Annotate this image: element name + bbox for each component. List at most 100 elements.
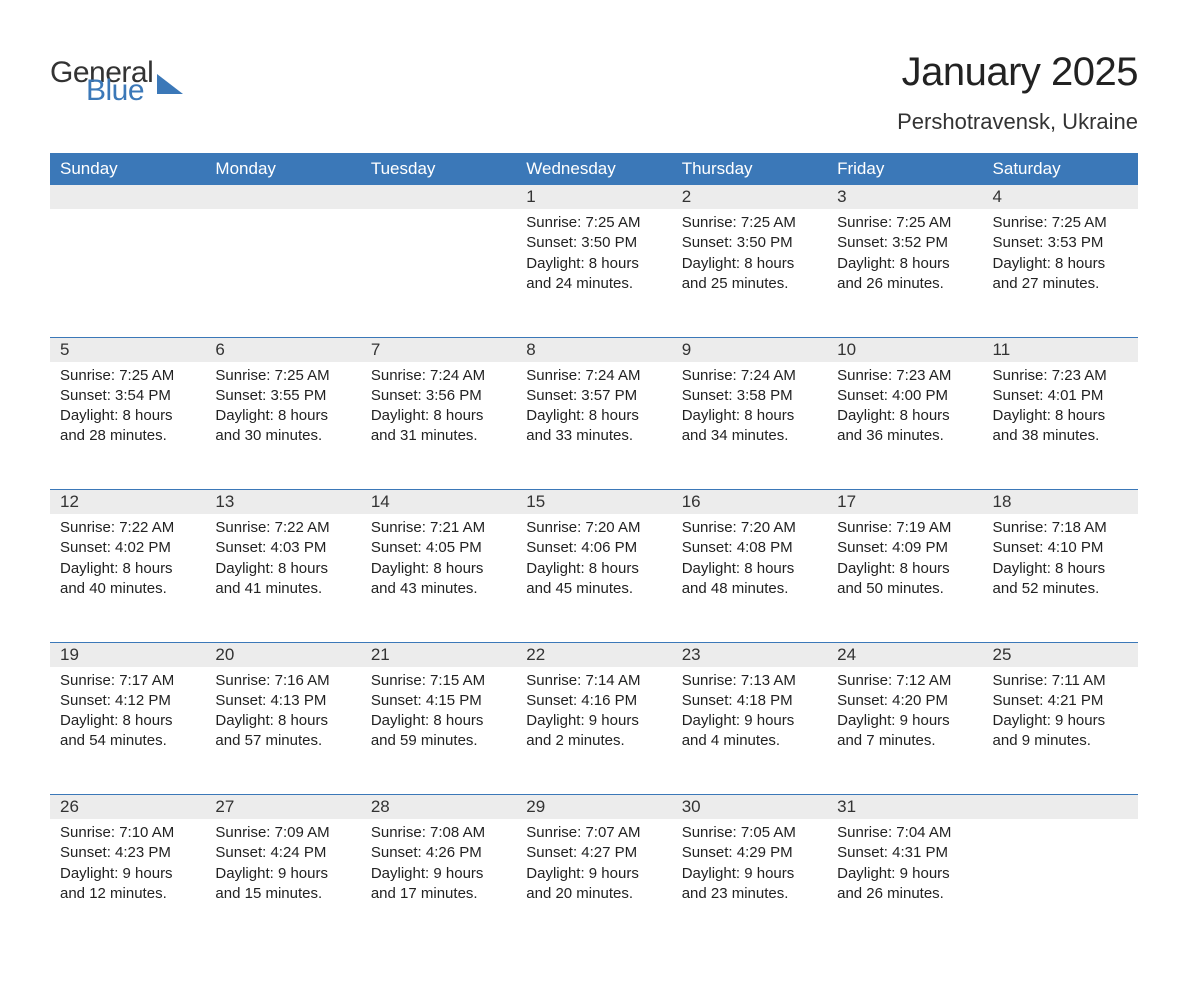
day1-text: Daylight: 9 hours (837, 711, 972, 731)
day-number-cell: 22 (516, 642, 671, 667)
day-number-cell (205, 185, 360, 209)
day2-text: and 40 minutes. (60, 579, 195, 599)
day1-text: Daylight: 9 hours (60, 864, 195, 884)
day-number: 26 (60, 797, 79, 816)
day1-text: Daylight: 8 hours (837, 559, 972, 579)
day-content-cell: Sunrise: 7:25 AMSunset: 3:55 PMDaylight:… (205, 362, 360, 490)
sunrise-text: Sunrise: 7:23 AM (993, 366, 1128, 386)
sunrise-text: Sunrise: 7:23 AM (837, 366, 972, 386)
day1-text: Daylight: 8 hours (215, 559, 350, 579)
day1-text: Daylight: 8 hours (526, 406, 661, 426)
sail-icon (157, 74, 183, 94)
day-content-cell: Sunrise: 7:22 AMSunset: 4:02 PMDaylight:… (50, 514, 205, 642)
sunrise-text: Sunrise: 7:12 AM (837, 671, 972, 691)
day-content-cell: Sunrise: 7:25 AMSunset: 3:50 PMDaylight:… (516, 209, 671, 337)
day-number-cell (50, 185, 205, 209)
day1-text: Daylight: 8 hours (215, 406, 350, 426)
day2-text: and 43 minutes. (371, 579, 506, 599)
day2-text: and 26 minutes. (837, 274, 972, 294)
sunrise-text: Sunrise: 7:25 AM (526, 213, 661, 233)
sunset-text: Sunset: 4:26 PM (371, 843, 506, 863)
day-number: 15 (526, 492, 545, 511)
day-number: 3 (837, 187, 846, 206)
day-content-cell (983, 819, 1138, 947)
sunrise-text: Sunrise: 7:09 AM (215, 823, 350, 843)
day1-text: Daylight: 8 hours (682, 559, 817, 579)
sunrise-text: Sunrise: 7:08 AM (371, 823, 506, 843)
day-content-cell: Sunrise: 7:13 AMSunset: 4:18 PMDaylight:… (672, 667, 827, 795)
day2-text: and 34 minutes. (682, 426, 817, 446)
day-content-cell: Sunrise: 7:11 AMSunset: 4:21 PMDaylight:… (983, 667, 1138, 795)
weekday-header: Monday (205, 153, 360, 185)
day-number-cell (983, 795, 1138, 820)
day2-text: and 2 minutes. (526, 731, 661, 751)
day1-text: Daylight: 8 hours (371, 406, 506, 426)
sunset-text: Sunset: 4:08 PM (682, 538, 817, 558)
day-content-cell: Sunrise: 7:21 AMSunset: 4:05 PMDaylight:… (361, 514, 516, 642)
sunrise-text: Sunrise: 7:13 AM (682, 671, 817, 691)
day2-text: and 15 minutes. (215, 884, 350, 904)
sunset-text: Sunset: 4:13 PM (215, 691, 350, 711)
day-number-cell: 25 (983, 642, 1138, 667)
day-content-cell: Sunrise: 7:24 AMSunset: 3:56 PMDaylight:… (361, 362, 516, 490)
day-content-cell: Sunrise: 7:23 AMSunset: 4:01 PMDaylight:… (983, 362, 1138, 490)
sunset-text: Sunset: 4:15 PM (371, 691, 506, 711)
day-content-cell: Sunrise: 7:08 AMSunset: 4:26 PMDaylight:… (361, 819, 516, 947)
day-content-cell: Sunrise: 7:25 AMSunset: 3:50 PMDaylight:… (672, 209, 827, 337)
sunrise-text: Sunrise: 7:14 AM (526, 671, 661, 691)
sunrise-text: Sunrise: 7:19 AM (837, 518, 972, 538)
sunrise-text: Sunrise: 7:10 AM (60, 823, 195, 843)
day2-text: and 26 minutes. (837, 884, 972, 904)
day-number: 9 (682, 340, 691, 359)
weekday-header-row: Sunday Monday Tuesday Wednesday Thursday… (50, 153, 1138, 185)
day-content-cell: Sunrise: 7:15 AMSunset: 4:15 PMDaylight:… (361, 667, 516, 795)
day-number: 11 (993, 340, 1011, 359)
day-number-cell: 23 (672, 642, 827, 667)
day-number-cell (361, 185, 516, 209)
day-number-cell: 3 (827, 185, 982, 209)
weekday-header: Friday (827, 153, 982, 185)
sunset-text: Sunset: 4:06 PM (526, 538, 661, 558)
day1-text: Daylight: 9 hours (371, 864, 506, 884)
day2-text: and 59 minutes. (371, 731, 506, 751)
day2-text: and 20 minutes. (526, 884, 661, 904)
day-number: 25 (993, 645, 1012, 664)
day-number-cell: 8 (516, 337, 671, 362)
day-number: 28 (371, 797, 390, 816)
sunset-text: Sunset: 4:12 PM (60, 691, 195, 711)
day-content-cell: Sunrise: 7:23 AMSunset: 4:00 PMDaylight:… (827, 362, 982, 490)
day-content-cell: Sunrise: 7:10 AMSunset: 4:23 PMDaylight:… (50, 819, 205, 947)
sunset-text: Sunset: 3:54 PM (60, 386, 195, 406)
day-number: 18 (993, 492, 1012, 511)
day1-text: Daylight: 8 hours (993, 559, 1128, 579)
day-number: 16 (682, 492, 701, 511)
day-content-cell: Sunrise: 7:20 AMSunset: 4:06 PMDaylight:… (516, 514, 671, 642)
day2-text: and 45 minutes. (526, 579, 661, 599)
sunrise-text: Sunrise: 7:21 AM (371, 518, 506, 538)
sunset-text: Sunset: 3:55 PM (215, 386, 350, 406)
day-number: 1 (526, 187, 535, 206)
day-number: 12 (60, 492, 79, 511)
day-number: 29 (526, 797, 545, 816)
day1-text: Daylight: 9 hours (526, 864, 661, 884)
day-number-cell: 30 (672, 795, 827, 820)
day2-text: and 31 minutes. (371, 426, 506, 446)
day1-text: Daylight: 9 hours (993, 711, 1128, 731)
day2-text: and 52 minutes. (993, 579, 1128, 599)
day-number: 8 (526, 340, 535, 359)
day-number-cell: 31 (827, 795, 982, 820)
brand-word2: Blue (86, 78, 153, 104)
day-number-cell: 7 (361, 337, 516, 362)
day2-text: and 36 minutes. (837, 426, 972, 446)
day-content-cell (205, 209, 360, 337)
header: General Blue January 2025 Pershotravensk… (50, 50, 1138, 147)
sunrise-text: Sunrise: 7:11 AM (993, 671, 1128, 691)
day-number: 27 (215, 797, 234, 816)
sunset-text: Sunset: 3:50 PM (526, 233, 661, 253)
day1-text: Daylight: 8 hours (993, 406, 1128, 426)
day1-text: Daylight: 9 hours (215, 864, 350, 884)
day-content-cell: Sunrise: 7:14 AMSunset: 4:16 PMDaylight:… (516, 667, 671, 795)
day-number-cell: 5 (50, 337, 205, 362)
day1-text: Daylight: 9 hours (682, 711, 817, 731)
day-number-cell: 19 (50, 642, 205, 667)
